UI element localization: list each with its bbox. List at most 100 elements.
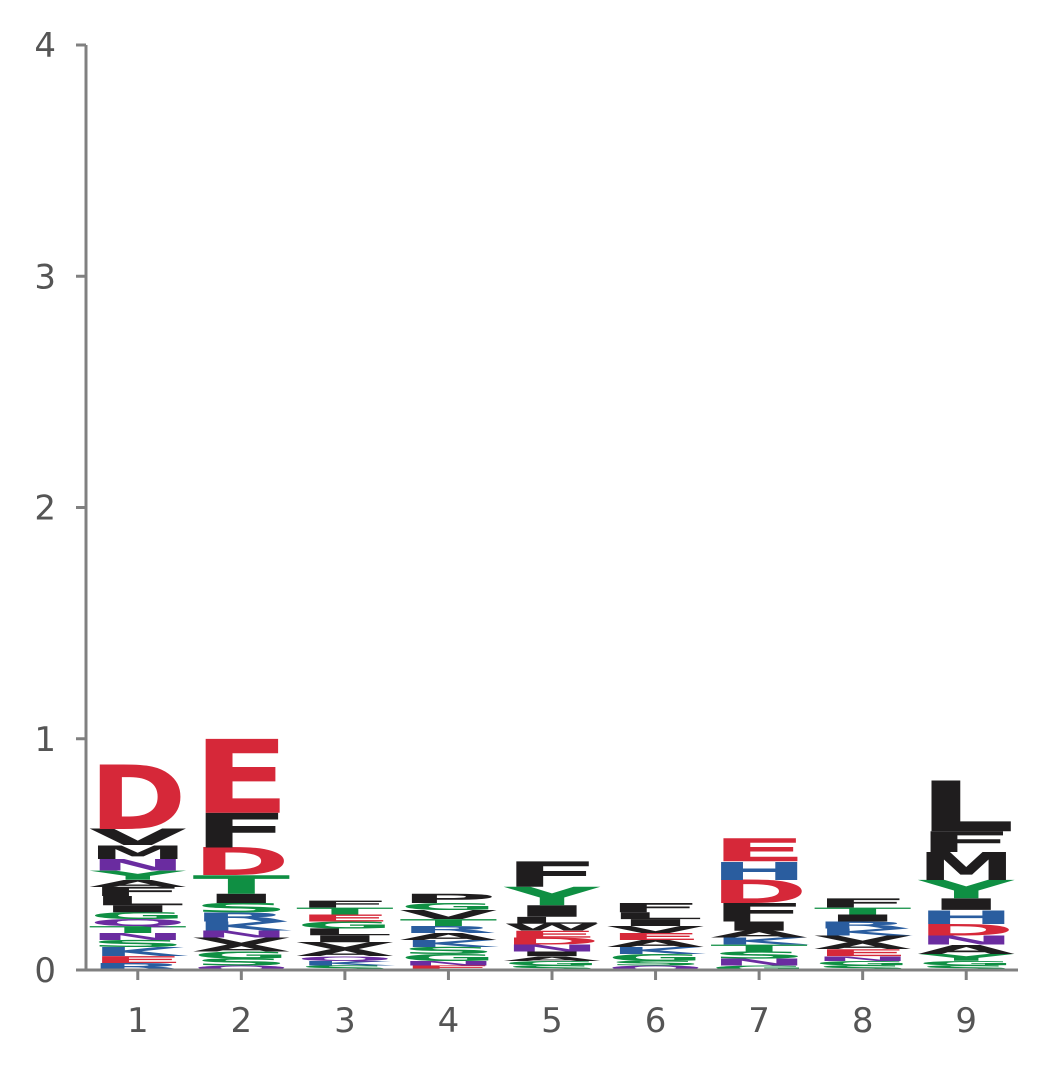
logo-letter-pos1-Y: Y <box>89 868 186 883</box>
logo-letter-pos6-E: E <box>607 931 705 942</box>
logo-letter-pos5-A: A <box>503 955 601 962</box>
logo-letter-pos5-F: F <box>503 855 601 896</box>
logo-letter-pos6-G: G <box>607 952 705 963</box>
logo-letter-pos8-N: N <box>814 955 912 962</box>
logo-letter-pos2-G: G <box>193 950 291 961</box>
logo-letter-pos6-I: I <box>607 917 705 928</box>
logo-letter-pos4-G: G <box>400 952 498 963</box>
logo-letter-pos3-V: V <box>296 940 394 951</box>
y-tick-label: 3 <box>34 257 56 297</box>
logo-letter-pos2-T: T <box>193 870 291 899</box>
logo-letter-pos7-F: F <box>710 898 808 927</box>
y-tick-label: 0 <box>34 951 56 991</box>
logo-letter-pos1-E: E <box>89 954 187 965</box>
logo-letter-pos7-E: E <box>710 832 808 869</box>
logo-letter-pos1-S: S <box>89 938 187 949</box>
logo-letter-pos6-L: L <box>607 910 705 921</box>
logo-letter-pos2-N: N <box>193 929 291 940</box>
logo-letter-pos3-T: T <box>296 906 394 917</box>
logo-letter-pos5-Y: Y <box>504 882 601 911</box>
y-tick-label: 1 <box>34 720 56 760</box>
logo-letter-pos2-S: S <box>193 957 291 968</box>
logo-letter-pos7-A: A <box>710 929 808 940</box>
y-axis-ticks: 0 1 2 3 4 <box>34 26 86 991</box>
logo-letter-pos5-I: I <box>503 950 601 957</box>
logo-letter-pos1-M: M <box>89 841 187 863</box>
x-axis-ticks: 1 2 3 4 5 6 7 8 9 <box>127 970 977 1041</box>
logo-letter-pos2-R: R <box>193 910 291 925</box>
logo-letter-pos3-E: E <box>296 913 394 924</box>
logo-letter-pos2-A: A <box>193 943 291 954</box>
logo-letter-pos7-N: N <box>710 957 808 968</box>
logo-letter-pos1-L: L <box>89 893 187 908</box>
logo-letter-pos9-M: M <box>917 845 1015 889</box>
logo-letter-pos6-A: A <box>607 938 705 949</box>
logo-letter-pos1-I: I <box>89 903 187 914</box>
logo-letter-pos5-D: D <box>503 936 601 947</box>
logo-letter-pos9-Y: Y <box>918 952 1015 963</box>
logo-letter-pos3-S: S <box>296 964 394 971</box>
logo-letter-pos9-I: I <box>917 895 1015 913</box>
logo-letter-pos8-E: E <box>814 947 912 958</box>
logo-letter-pos9-N: N <box>917 933 1015 948</box>
logo-letter-pos5-S: S <box>503 964 601 971</box>
logo-letter-pos4-V: V <box>400 908 498 923</box>
logo-letter-pos1-N: N <box>89 931 187 942</box>
logo-letter-pos4-T: T <box>400 917 498 928</box>
logo-letter-pos5-N: N <box>503 943 601 954</box>
logo-letter-pos9-G: G <box>917 960 1015 967</box>
logo-letter-pos1-R: R <box>89 961 187 972</box>
logo-letter-pos7-T: T <box>710 943 808 954</box>
logo-letter-pos3-F: F <box>296 899 394 910</box>
logo-letter-pos8-I: I <box>814 913 912 924</box>
logo-letter-pos8-F: F <box>814 896 912 911</box>
logo-letter-pos6-S: S <box>607 959 705 966</box>
logo-letter-pos3-Q: Q <box>296 955 394 962</box>
logo-letter-pos5-E: E <box>503 929 601 940</box>
logo-letter-pos2-Q: Q <box>193 964 291 971</box>
logo-letter-pos8-S: S <box>814 964 912 971</box>
logo-letter-pos8-A: A <box>814 940 912 951</box>
logo-letter-pos8-V: V <box>814 934 912 945</box>
logo-letter-pos1-D: D <box>89 746 187 850</box>
logo-letter-pos6-Q: Q <box>607 964 705 971</box>
logo-letter-pos1-N: N <box>89 856 187 874</box>
logo-letter-pos5-L: L <box>503 915 601 926</box>
logo-letter-pos4-S: S <box>400 945 498 956</box>
logo-letter-pos1-K: K <box>91 945 188 960</box>
x-tick-label: 9 <box>955 1001 977 1041</box>
logo-letter-pos7-K: K <box>712 936 809 947</box>
x-tick-label: 4 <box>438 1001 460 1041</box>
logo-letter-pos9-L: L <box>917 767 1015 848</box>
logo-letter-pos5-I: I <box>503 902 601 920</box>
logo-letter-pos4-G: G <box>400 901 498 912</box>
logo-letter-pos5-G: G <box>503 960 601 967</box>
logo-letter-pos2-K: K <box>195 919 292 934</box>
logo-letter-pos8-T: T <box>814 906 912 917</box>
logo-letter-pos2-V: V <box>193 936 291 947</box>
logo-letter-pos4-A: A <box>400 931 498 942</box>
logo-letter-pos9-S: S <box>917 964 1015 971</box>
logo-letter-pos9-F: F <box>917 826 1015 859</box>
logo-letter-pos1-T: T <box>89 924 187 935</box>
logo-letter-pos9-D: D <box>917 921 1015 940</box>
logo-letter-pos1-G: G <box>89 910 187 921</box>
logo-letter-pos2-I: I <box>193 891 291 906</box>
logo-letter-pos7-G: G <box>710 964 808 971</box>
x-tick-label: 5 <box>541 1001 563 1041</box>
logo-letter-pos9-A: A <box>917 942 1015 957</box>
logo-letter-pos6-K: K <box>609 945 706 956</box>
logo-letter-pos6-V: V <box>607 924 705 935</box>
logo-letter-pos3-K: K <box>298 960 395 967</box>
logo-letter-pos2-E: E <box>193 719 291 837</box>
x-tick-label: 7 <box>748 1001 770 1041</box>
logo-letter-pos3-I: I <box>296 933 394 944</box>
y-tick-label: 2 <box>34 489 56 529</box>
logo-letter-pos2-S: S <box>193 900 291 915</box>
logo-letter-pos1-V: V <box>89 825 187 851</box>
logo-letter-pos8-G: G <box>814 960 912 967</box>
logo-letter-pos8-K: K <box>816 927 913 938</box>
logo-letter-pos3-G: G <box>296 920 394 931</box>
logo-letter-pos4-P: P <box>400 891 498 906</box>
